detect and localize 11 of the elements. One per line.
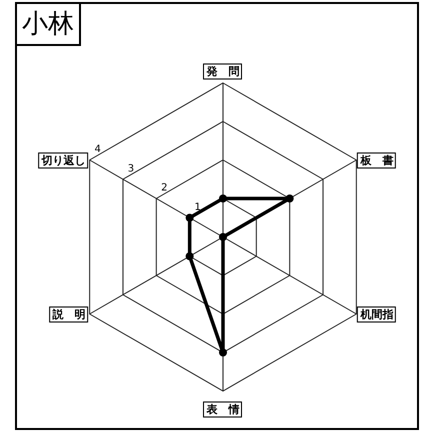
spoke-label: 発 問 [206,65,240,78]
chart-title: 小林 [22,9,74,39]
spoke-label: 表 情 [206,403,240,416]
y-tick-label: 4 [94,144,101,155]
y-tick-label: 2 [161,182,168,194]
y-tick-label: 1 [194,202,201,213]
spoke-label: 説 明 [52,308,86,321]
spoke-label: 机間指 [359,308,394,321]
y-tick-label: 3 [128,163,134,174]
spoke-label: 板 書 [359,154,394,167]
spoke-label: 切り返し [40,154,86,167]
